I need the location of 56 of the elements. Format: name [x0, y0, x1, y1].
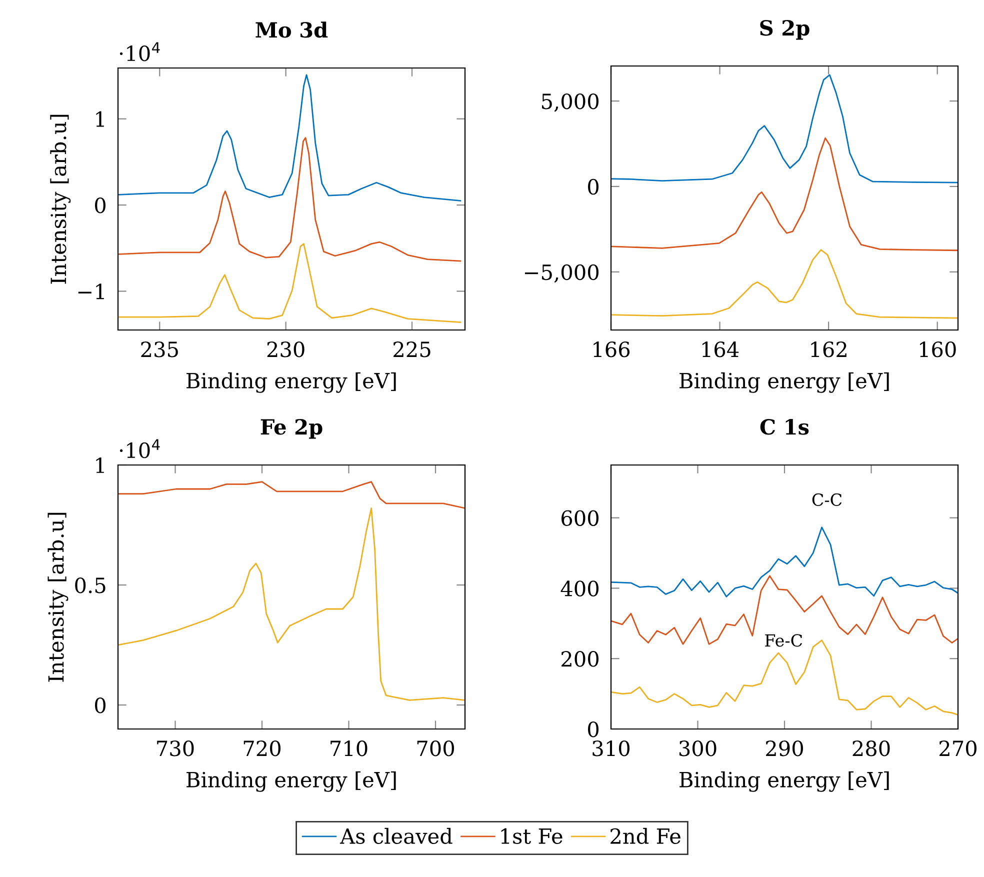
x-tick-label: 300	[679, 740, 716, 756]
line-series	[611, 575, 958, 645]
y-tick-label: 0.5	[75, 577, 106, 594]
x-tick-label: 270	[940, 740, 976, 756]
x-axis-title: Binding energy [eV]	[680, 372, 889, 393]
chart-title: Mo 3d	[256, 22, 328, 38]
y-tick-label: 600	[562, 510, 599, 526]
x-axis-title: Binding energy [eV]	[186, 372, 396, 393]
x-tick-label: 235	[141, 341, 178, 358]
line-series	[118, 137, 462, 262]
y-tick-label: 0	[95, 697, 106, 714]
y-tick-label: −5,000	[524, 264, 599, 283]
y-tick-label: −1	[78, 284, 104, 300]
x-tick-label: 164	[702, 341, 739, 358]
line-series	[118, 508, 465, 701]
x-tick-label: 230	[267, 341, 304, 358]
x-axis-title: Binding energy [eV]	[186, 771, 396, 792]
x-tick-label: 160	[920, 341, 956, 358]
chart-title: S 2p	[760, 20, 810, 40]
y-tick-label: 0	[588, 178, 599, 195]
y-tick-label: 1	[96, 457, 104, 473]
legend-label: 2nd Fe	[610, 828, 680, 844]
line-series	[611, 74, 958, 184]
y-axis-title: Intensity [arb.u]	[48, 512, 68, 682]
text: ·10$^{4}$	[120, 439, 160, 458]
annotation: Fe-C	[765, 634, 802, 647]
x-tick-label: 162	[811, 341, 846, 358]
line-series	[118, 74, 462, 202]
y-tick-label: 0	[588, 721, 599, 738]
line-series	[611, 137, 958, 252]
annotation: C-C	[812, 493, 842, 506]
line-series	[118, 481, 465, 509]
y-tick-label: 400	[560, 580, 599, 596]
y-tick-label: 1	[96, 111, 104, 127]
line-series	[611, 249, 958, 319]
x-tick-label: 290	[766, 740, 803, 756]
x-tick-label: 166	[594, 341, 630, 358]
x-tick-label: 310	[592, 740, 630, 756]
y-tick-label: 5,000	[542, 93, 599, 112]
y-tick-label: 0	[95, 197, 106, 214]
x-tick-label: 720	[244, 740, 281, 756]
x-tick-label: 710	[330, 740, 368, 756]
x-tick-label: 700	[417, 740, 454, 756]
text: ·10$^{4}$	[120, 42, 160, 62]
x-tick-label: 730	[157, 740, 194, 756]
x-axis-title: Binding energy [eV]	[680, 771, 889, 792]
line-series	[118, 243, 462, 323]
y-tick-label: 200	[562, 651, 599, 667]
chart-title: C 1s	[760, 418, 809, 435]
y-axis-title: Intensity [arb.u]	[50, 114, 71, 284]
x-tick-label: 280	[852, 740, 890, 756]
chart-title: Fe 2p	[260, 418, 322, 439]
line-series	[611, 526, 958, 598]
legend-label: 1st Fe	[501, 828, 562, 844]
legend-label: As cleaved	[340, 828, 452, 844]
x-tick-label: 225	[394, 341, 430, 358]
